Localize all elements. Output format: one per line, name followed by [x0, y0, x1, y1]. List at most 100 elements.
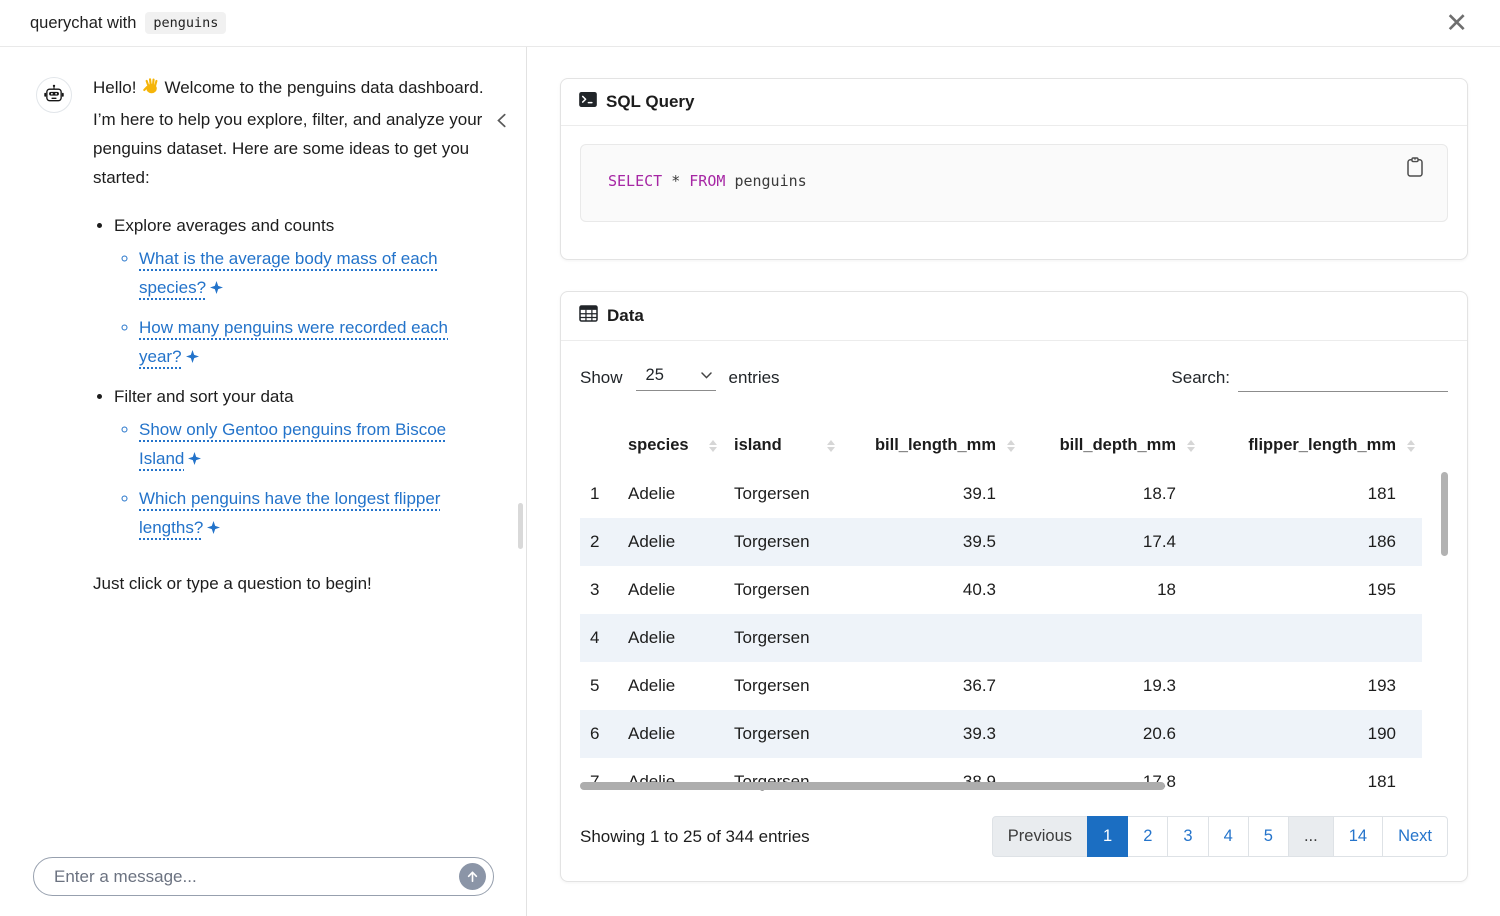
cell-species: Adelie — [628, 676, 676, 695]
chat-panel: Hello! Welcome to the penguins data dashb… — [0, 47, 527, 916]
cell-species: Adelie — [628, 484, 676, 503]
suggestion-group-label: Filter and sort your data — [114, 387, 294, 406]
closing-line: Just click or type a question to begin! — [93, 574, 372, 593]
sparkle-icon — [210, 279, 224, 298]
pagination-previous-button[interactable]: Previous — [991, 816, 1088, 857]
sparkle-icon — [185, 348, 199, 367]
table-row: 1 Adelie Torgersen 39.1 18.7 181 — [580, 470, 1422, 518]
cell-rownum: 7 — [580, 758, 618, 794]
collapse-panel-icon[interactable] — [491, 109, 512, 137]
cell-species: Adelie — [628, 628, 676, 647]
cell-rownum: 3 — [590, 580, 600, 599]
data-card: Data Show 25 entries Search: — [560, 291, 1468, 882]
search-input[interactable] — [1238, 364, 1448, 392]
pagination-page-button[interactable]: 14 — [1332, 816, 1384, 857]
send-button[interactable] — [459, 863, 486, 890]
cell-bill-depth: 17.4 — [1142, 532, 1176, 551]
cell-species: Adelie — [628, 724, 676, 743]
entries-label: entries — [728, 368, 780, 387]
cell-island: Torgersen — [734, 580, 810, 599]
cell-island: Torgersen — [734, 484, 810, 503]
list-item: What is the average body mass of each sp… — [139, 244, 492, 303]
cell-flipper-length: 195 — [1367, 580, 1396, 599]
list-item: How many penguins were recorded each yea… — [139, 313, 492, 372]
table-row: 2 Adelie Torgersen 39.5 17.4 186 — [580, 518, 1422, 566]
cell-bill-depth: 19.3 — [1142, 676, 1176, 695]
robot-icon — [44, 84, 64, 102]
cell-rownum: 2 — [590, 532, 600, 551]
horizontal-scrollbar[interactable] — [580, 782, 1165, 790]
column-header-species[interactable]: species — [618, 422, 724, 470]
list-item: Which penguins have the longest flipper … — [139, 484, 492, 543]
suggestion-link-longest-flippers[interactable]: Which penguins have the longest flipper … — [139, 489, 441, 538]
column-header-bill-depth[interactable]: bill_depth_mm — [1022, 422, 1202, 470]
chat-message-list: Hello! Welcome to the penguins data dashb… — [0, 47, 526, 837]
table-row: 3 Adelie Torgersen 40.3 18 195 — [580, 566, 1422, 614]
window-titlebar: querychat with penguins ✕ — [0, 0, 1500, 47]
sort-icon — [1187, 440, 1195, 452]
cell-bill-depth: 20.6 — [1142, 724, 1176, 743]
cell-rownum: 6 — [590, 724, 600, 743]
waving-hand-icon — [142, 78, 161, 100]
cell-flipper-length: 181 — [1367, 484, 1396, 503]
pagination-page-button[interactable]: 1 — [1087, 816, 1129, 857]
pagination-page-button[interactable]: 4 — [1207, 816, 1249, 857]
assistant-message: Hello! Welcome to the penguins data dashb… — [36, 73, 492, 598]
cell-species: Adelie — [628, 580, 676, 599]
cell-bill-depth: 18 — [1157, 580, 1176, 599]
cell-bill-length: 40.3 — [962, 580, 996, 599]
cell-flipper-length: 193 — [1367, 676, 1396, 695]
cell-bill-depth — [1022, 614, 1202, 662]
sparkle-icon — [207, 519, 221, 538]
card-title: Data — [607, 306, 644, 325]
sql-code: SELECT * FROM penguins — [608, 172, 807, 190]
suggestion-link-gentoo-biscoe[interactable]: Show only Gentoo penguins from Biscoe Is… — [139, 420, 447, 469]
pagination-info: Showing 1 to 25 of 344 entries — [580, 826, 810, 846]
dashboard-content: SQL Query SELECT * FROM penguins Data — [527, 47, 1500, 916]
page-title-code: penguins — [145, 12, 227, 34]
suggestion-link-penguins-per-year[interactable]: How many penguins were recorded each yea… — [139, 318, 449, 367]
cell-species: Adelie — [628, 532, 676, 551]
pagination-pages: 1 2 3 4 5... 14 — [1087, 816, 1384, 857]
table-icon — [579, 305, 598, 327]
cell-bill-length — [842, 614, 1022, 662]
column-header-rownum — [580, 422, 618, 470]
column-header-flipper-length[interactable]: flipper_length_mm — [1202, 422, 1422, 470]
pagination: Previous 1 2 3 4 5... 14 Next — [991, 816, 1448, 857]
close-icon[interactable]: ✕ — [1445, 7, 1468, 38]
sparkle-icon — [188, 450, 202, 469]
terminal-icon — [579, 92, 597, 112]
cell-bill-length: 39.3 — [962, 724, 996, 743]
robot-avatar — [36, 77, 72, 113]
column-header-bill-length[interactable]: bill_length_mm — [842, 422, 1022, 470]
pagination-page-button[interactable]: 5 — [1247, 816, 1289, 857]
cell-bill-length: 36.7 — [962, 676, 996, 695]
table-row: 4 Adelie Torgersen — [580, 614, 1422, 662]
suggestion-link-avg-body-mass[interactable]: What is the average body mass of each sp… — [139, 249, 438, 297]
cell-island: Torgersen — [734, 532, 810, 551]
vertical-scrollbar[interactable] — [1441, 472, 1448, 556]
table-scroll-area: species island bill_length_mm bill_depth… — [580, 422, 1448, 794]
search-label: Search: — [1171, 368, 1230, 387]
pagination-page-button[interactable]: 3 — [1167, 816, 1209, 857]
panel-resize-handle[interactable] — [518, 503, 523, 549]
pagination-page-button[interactable]: 2 — [1127, 816, 1169, 857]
page-size-select[interactable]: 25 — [635, 366, 716, 391]
copy-icon[interactable] — [1404, 154, 1426, 183]
data-table: species island bill_length_mm bill_depth… — [580, 422, 1422, 794]
chevron-down-icon — [700, 371, 712, 379]
cell-rownum: 4 — [590, 628, 600, 647]
cell-island: Torgersen — [734, 724, 810, 743]
sql-query-card: SQL Query SELECT * FROM penguins — [560, 78, 1468, 260]
message-input[interactable] — [54, 866, 459, 887]
suggestion-group: Explore averages and counts What is the … — [114, 211, 492, 372]
table-row: 6 Adelie Torgersen 39.3 20.6 190 — [580, 710, 1422, 758]
list-item: Show only Gentoo penguins from Biscoe Is… — [139, 415, 492, 474]
sort-icon — [827, 440, 835, 452]
table-body: 1 Adelie Torgersen 39.1 18.7 181 2 Adeli… — [580, 470, 1422, 794]
cell-flipper-length — [1202, 614, 1422, 662]
sql-code-block: SELECT * FROM penguins — [580, 144, 1448, 222]
column-header-island[interactable]: island — [724, 422, 842, 470]
pagination-next-button[interactable]: Next — [1382, 816, 1448, 857]
suggestion-group-label: Explore averages and counts — [114, 216, 335, 235]
